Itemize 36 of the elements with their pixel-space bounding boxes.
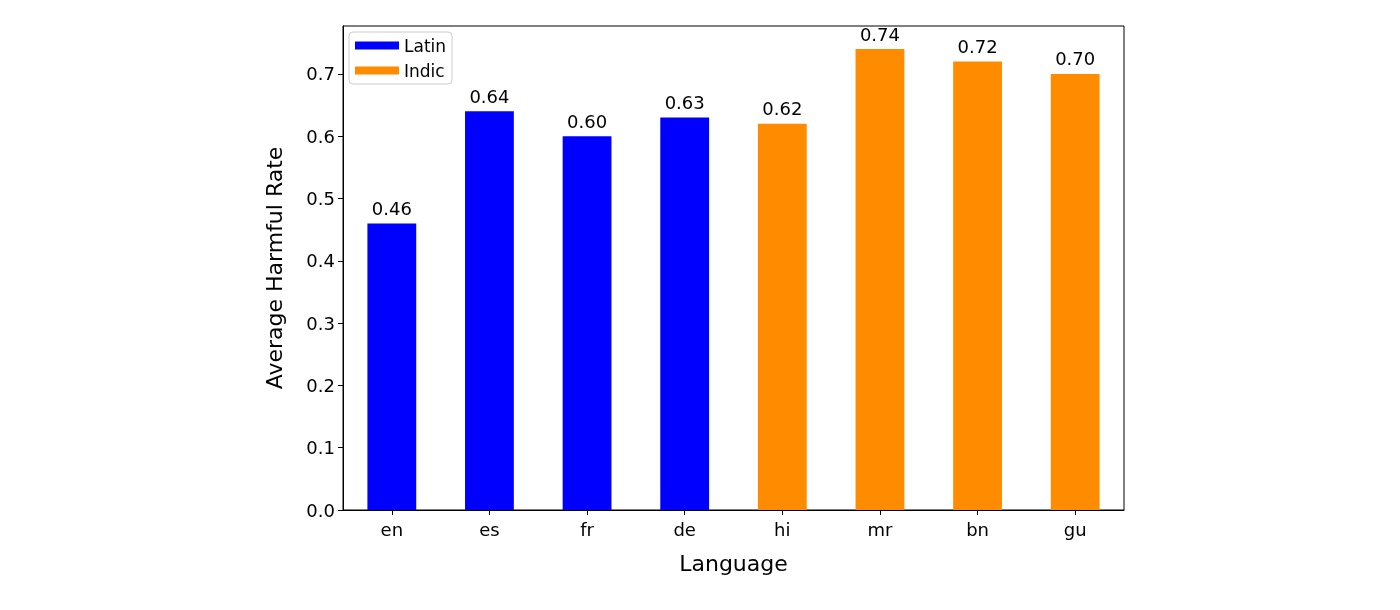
bar bbox=[953, 61, 1002, 510]
x-tick-label: es bbox=[479, 518, 500, 540]
data-label: 0.62 bbox=[762, 98, 803, 120]
data-label: 0.72 bbox=[957, 36, 998, 58]
data-label: 0.74 bbox=[859, 23, 900, 45]
y-tick-label: 0.6 bbox=[306, 125, 335, 147]
y-tick-label: 0.4 bbox=[306, 250, 335, 272]
data-label: 0.60 bbox=[567, 110, 608, 132]
x-tick-label: hi bbox=[774, 518, 791, 540]
bar bbox=[660, 117, 710, 510]
data-label: 0.46 bbox=[371, 197, 412, 219]
bar bbox=[465, 111, 514, 510]
x-axis-title: Language bbox=[679, 550, 788, 576]
bar bbox=[855, 49, 905, 510]
y-tick-label: 0.7 bbox=[306, 63, 335, 85]
y-tick-label: 0.3 bbox=[306, 312, 335, 334]
data-label: 0.70 bbox=[1055, 48, 1096, 70]
y-axis-title: Average Harmful Rate bbox=[261, 146, 287, 390]
bar bbox=[562, 136, 612, 510]
bar bbox=[1050, 73, 1100, 510]
bar bbox=[367, 223, 417, 510]
y-tick-label: 0.5 bbox=[306, 188, 335, 210]
bar bbox=[757, 123, 807, 510]
x-tick-label: fr bbox=[580, 518, 595, 540]
x-tick-label: gu bbox=[1063, 518, 1087, 540]
x-tick-label: de bbox=[673, 518, 696, 540]
legend-label: Latin bbox=[404, 35, 447, 56]
legend-label: Indic bbox=[404, 60, 445, 81]
x-tick-label: mr bbox=[867, 518, 893, 540]
x-tick-label: bn bbox=[966, 518, 989, 540]
data-label: 0.63 bbox=[664, 92, 705, 114]
x-tick-label: en bbox=[380, 518, 404, 540]
y-tick-label: 0.1 bbox=[306, 437, 335, 459]
data-label: 0.64 bbox=[469, 85, 510, 107]
y-tick-label: 0.0 bbox=[306, 499, 335, 521]
y-tick-label: 0.2 bbox=[306, 374, 335, 396]
